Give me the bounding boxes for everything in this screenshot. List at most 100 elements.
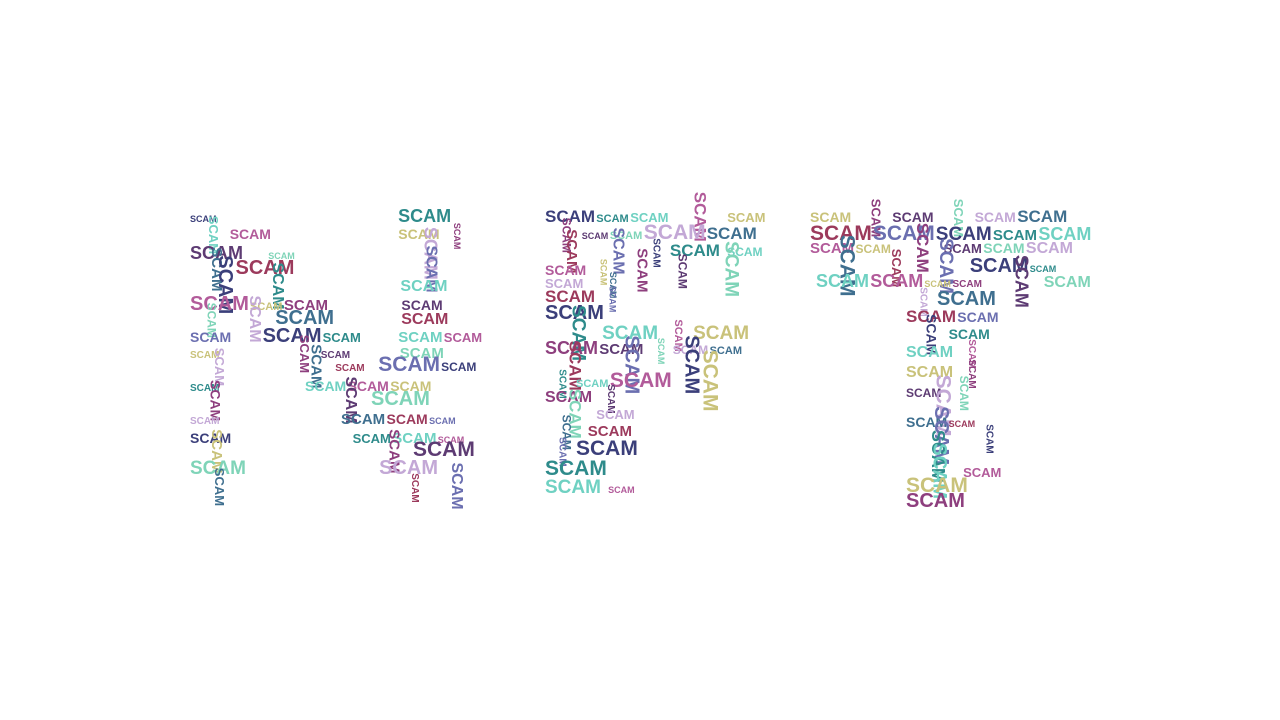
scam-word: SCAM [545,477,601,498]
scam-word: SCAM [608,485,635,495]
scam-word: SCAM [610,369,672,392]
scam-word: SCAM [448,463,465,510]
scam-word: SCAM [545,262,586,278]
scam-word: SCAM [545,389,592,406]
scam-word: SCAM [348,378,389,394]
scam-word: SCAM [951,199,966,237]
scam-word: SCAM [566,341,585,391]
scam-word: SCAM [429,416,456,426]
scam-word: SCAM [906,490,965,512]
scam-word: SCAM [672,319,684,351]
scam-word: SCAM [190,416,219,427]
scam-word: SCAM [727,210,765,225]
scam-word: SCAM [246,296,263,343]
scam-word: SCAM [644,221,706,244]
scam-word: SCAM [869,199,884,237]
scam-word: SCAM [269,263,286,310]
scam-word: SCAM [983,240,1024,256]
scam-word: SCAM [957,376,971,411]
scam-word: SCAM [966,339,977,368]
scam-word: SCAM [870,271,923,291]
scam-word: SCAM [563,229,580,273]
scam-word: SCAM [212,468,227,506]
scam-word: SCAM [906,364,953,381]
scam-word: SCAM [545,207,595,226]
scam-word: SCAM [957,309,998,325]
scam-word: SCAM [423,246,440,293]
scam-word: SCAM [190,293,249,315]
scam-word: SCAM [400,278,447,295]
scam-word: SCAM [937,288,996,310]
scam-word: SCAM [190,243,243,263]
scam-word: SCAM [559,415,573,450]
scam-word: SCAM [371,388,430,410]
scam-word: SCAM [342,377,359,424]
scam-word: SCAM [630,210,668,225]
scam-word: SCAM [650,238,661,267]
scam-word: SCAM [545,302,604,324]
scam-word: SCAM [1017,207,1067,226]
scam-word: SCAM [810,240,854,257]
scam-word: SCAM [620,335,642,394]
scam-word: SCAM [353,431,391,446]
scam-word: SCAM [1026,240,1073,257]
scam-word: SCAM [335,363,364,374]
scam-word: SCAM [596,407,634,422]
scam-word: SCAM [610,230,642,242]
scam-word: SCAM [204,303,218,338]
scam-word: SCAM [608,272,618,299]
scam-word: SCAM [323,330,361,345]
scam-word: SCAM [721,241,742,297]
scam-word: SCAM [401,297,442,313]
scam-word: SCAM [816,271,869,291]
scam-word: SCAM [545,276,583,291]
scam-word: SCAM [441,360,476,374]
scam-word: SCAM [698,350,721,412]
scam-word: SCAM [656,338,666,365]
scam-word: SCAM [576,437,638,460]
scam-word: SCAM [892,209,933,225]
scam-word: SCAM [582,231,609,241]
scam-word: SCAM [568,305,589,361]
scam-word: SCAM [413,438,475,461]
scam-word: SCAM [607,286,617,313]
scam-word: SCAM [398,206,451,226]
scam-word: SCAM [190,458,246,479]
scam-word: SCAM [966,359,977,388]
scam-word: SCAM [599,259,609,286]
scam-word: SCAM [810,209,851,225]
scam-word: SCAM [984,424,995,453]
scam-word: SCAM [385,429,402,473]
scam-word: SCAM [378,353,440,376]
scam-word: SCAM [409,473,420,502]
scam-word: SCAM [400,345,444,362]
scam-word: SCAM [557,437,568,466]
scam-word: SCAM [949,326,990,342]
scam-word: SCAM [566,389,585,439]
scam-word: SCAM [889,249,904,287]
scam-word: SCAM [932,375,955,437]
scam-word: SCAM [250,301,282,313]
scam-word: SCAM [321,350,350,361]
scam-word: SCAM [307,344,324,388]
scam-word: SCAM [727,245,762,259]
scam-word: SCAM [676,254,690,289]
scam-word: SCAM [1012,255,1032,308]
scam-word: SCAM [545,287,595,306]
scam-word: SCAM [207,380,223,421]
scam-word: SCAM [444,330,482,345]
scam-word: SCAM [545,457,607,480]
scam-word: SCAM [670,241,720,260]
scam-word: SCAM [206,216,221,254]
scam-word: SCAM [929,443,950,499]
scam-word: SCAM [634,248,651,292]
scam-word: SCAM [610,228,627,275]
scam-word: SCAM [379,457,438,479]
scam-word: SCAM [923,314,939,355]
scam-word: SCAM [949,419,976,429]
scam-word: SCAM [944,241,982,256]
scam-word: SCAM [212,348,227,386]
scam-word: SCAM [190,350,219,361]
